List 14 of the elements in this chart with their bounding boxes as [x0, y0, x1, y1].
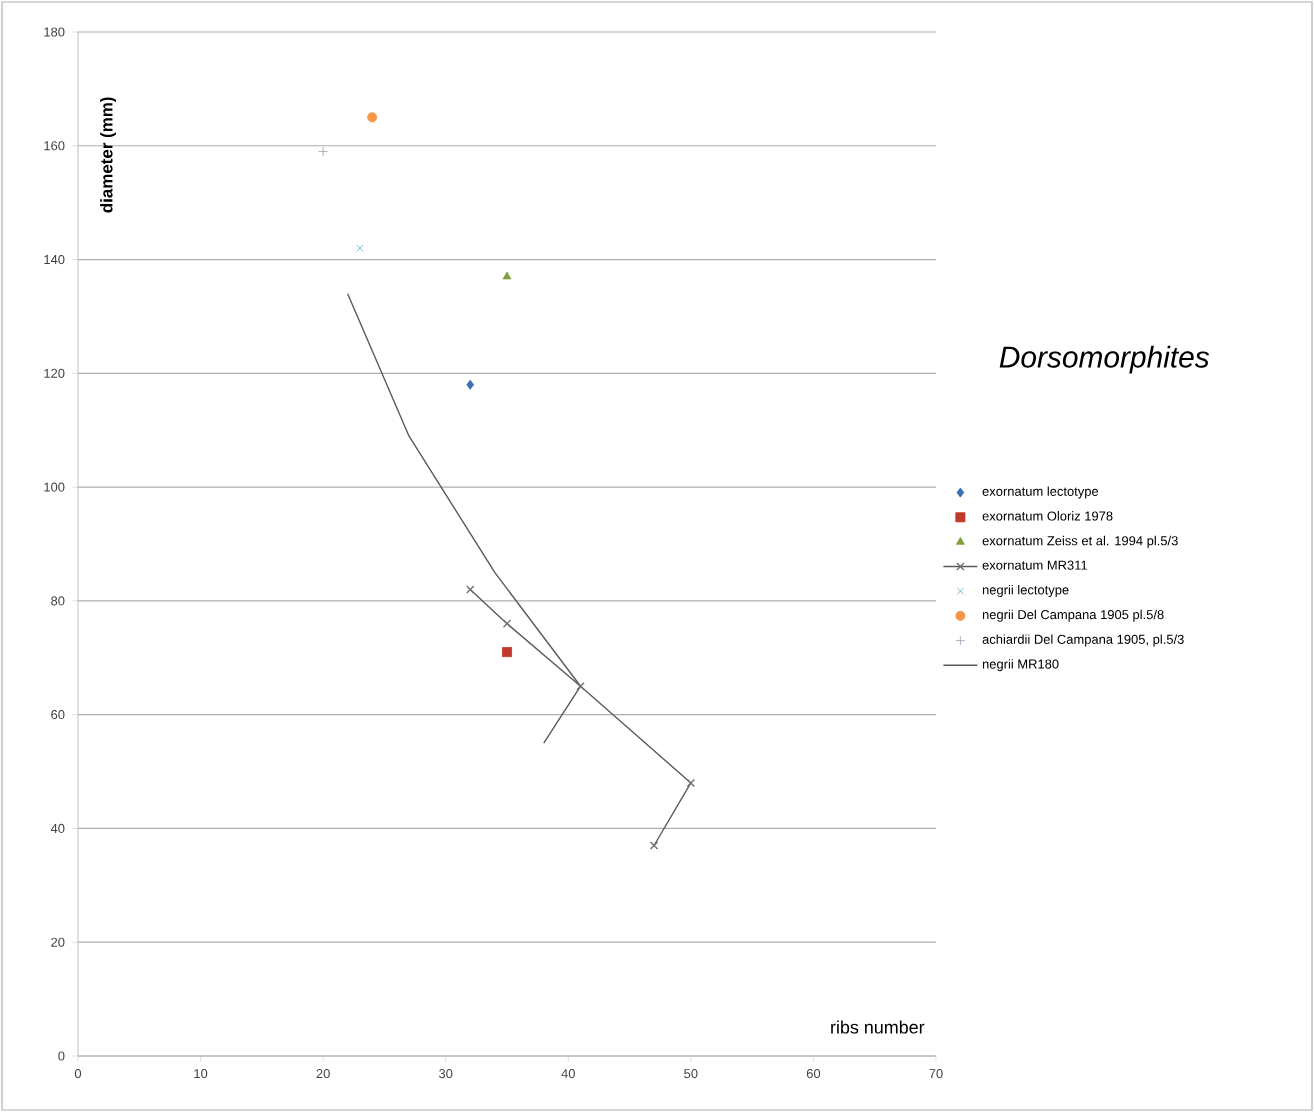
point [367, 112, 378, 123]
x-axis-title: ribs number [831, 1020, 925, 1034]
point [686, 778, 696, 788]
point [356, 244, 364, 252]
point [318, 146, 329, 157]
point [502, 647, 512, 658]
point [502, 271, 512, 280]
y-axis-title: diameter (mm) [100, 97, 116, 213]
point [649, 841, 659, 850]
point [466, 585, 475, 594]
text: Dorsomorphites [999, 345, 1210, 374]
point [502, 619, 512, 628]
point [466, 379, 475, 390]
point [576, 682, 585, 691]
